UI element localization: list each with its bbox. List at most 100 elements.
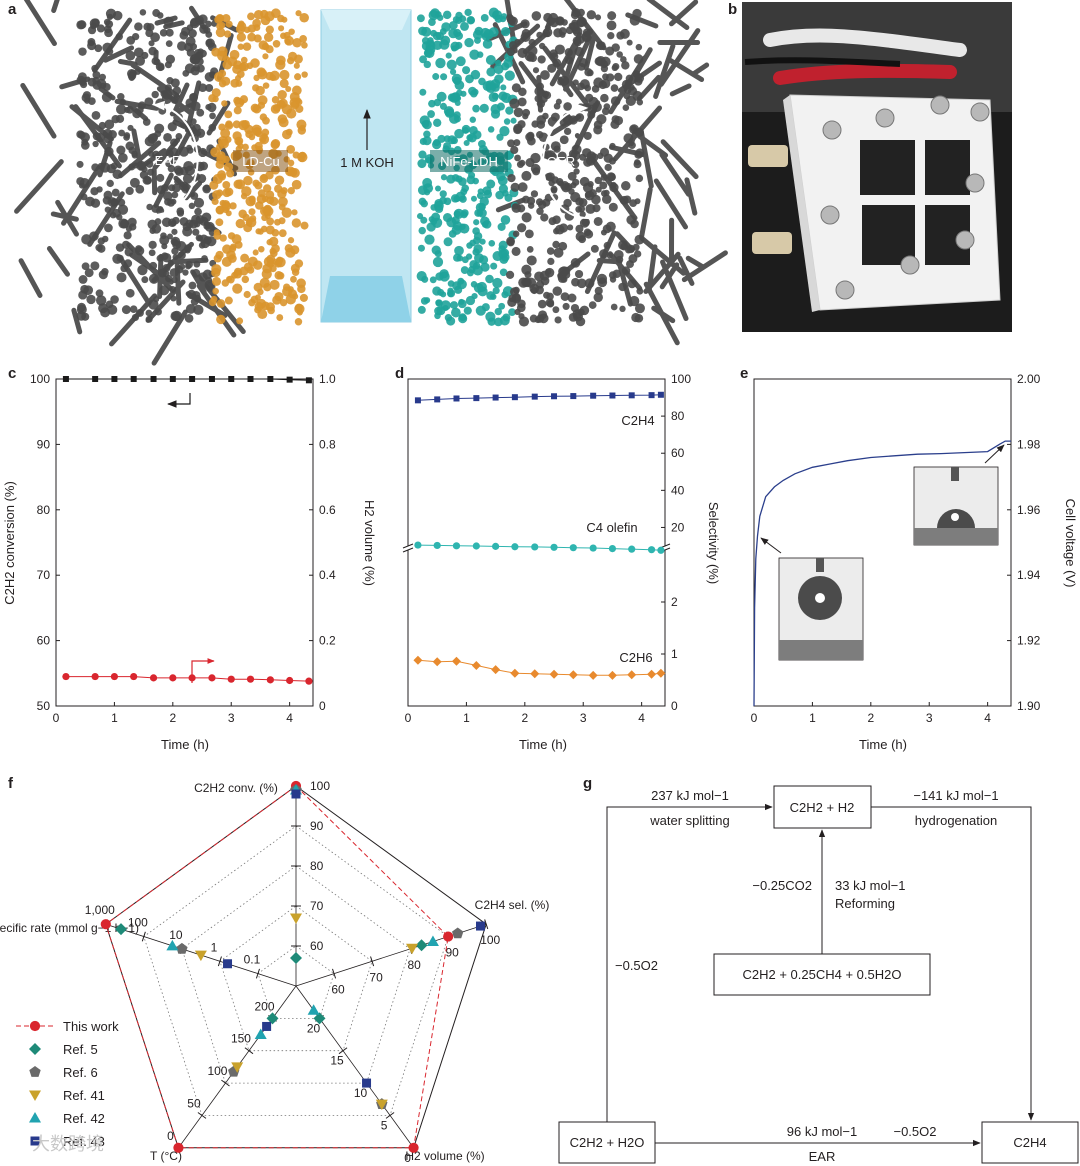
particle — [439, 271, 450, 282]
particle — [610, 96, 621, 106]
particle — [275, 257, 286, 268]
particle — [84, 268, 94, 278]
electrolyte-block — [320, 9, 412, 323]
particle — [499, 268, 508, 277]
particle — [614, 72, 623, 82]
particle — [173, 93, 180, 100]
particle — [507, 139, 515, 148]
carbon-fiber — [183, 180, 203, 201]
particle — [212, 190, 222, 200]
particle — [472, 104, 480, 113]
y-tick-label: 1.94 — [1017, 568, 1041, 582]
particle — [164, 198, 172, 206]
particle — [564, 48, 573, 57]
particle — [204, 279, 215, 290]
legend-marker — [29, 1090, 41, 1101]
particle — [511, 246, 521, 256]
particle — [510, 145, 519, 155]
particle — [600, 56, 611, 67]
particle — [473, 262, 481, 270]
particle — [443, 237, 453, 247]
particle — [185, 260, 193, 269]
particle — [587, 110, 596, 119]
particle — [529, 283, 540, 294]
particle — [134, 22, 143, 31]
particle — [548, 179, 555, 187]
particle — [499, 126, 510, 137]
data-point — [511, 394, 518, 401]
particle — [216, 299, 226, 308]
particle — [86, 294, 96, 305]
panel-c-label: c — [8, 365, 16, 382]
particle — [419, 55, 428, 64]
particle — [197, 235, 204, 242]
particle — [235, 24, 246, 34]
x-tick-label: 0 — [751, 711, 758, 725]
particle — [620, 242, 629, 251]
particle — [505, 270, 515, 279]
particle — [494, 14, 503, 23]
electrolyte-top-face — [321, 10, 411, 30]
particle — [588, 96, 599, 107]
particle — [439, 28, 447, 35]
ldh-label-bg — [430, 150, 508, 172]
particle — [80, 193, 88, 201]
particle — [611, 115, 620, 124]
data-point — [247, 376, 254, 382]
x-tick-label: 4 — [638, 711, 645, 725]
particle — [92, 132, 101, 141]
particle — [278, 229, 287, 238]
panel-e-xlabel: Time (h) — [859, 737, 907, 752]
panel-d-ylabel: Selectivity (%) — [706, 502, 721, 584]
particle — [188, 202, 196, 210]
particle — [500, 215, 511, 225]
voltage-line — [753, 440, 1011, 707]
particle — [301, 71, 308, 78]
particle — [424, 234, 435, 245]
particle — [465, 74, 474, 84]
particle — [190, 118, 197, 125]
particle — [299, 293, 308, 302]
particle — [457, 277, 465, 285]
particle — [197, 173, 207, 184]
particle — [169, 285, 177, 293]
data-point — [648, 392, 655, 399]
legend-label: Ref. 41 — [63, 1088, 105, 1103]
particle — [156, 12, 164, 19]
particle — [511, 83, 521, 93]
particle — [270, 104, 281, 114]
particle — [476, 281, 487, 292]
radar-tick-label: 0 — [167, 1129, 174, 1143]
particle — [621, 266, 631, 275]
particle — [508, 308, 516, 316]
radar-tick — [370, 956, 375, 967]
data-point — [433, 541, 441, 550]
particle — [605, 221, 616, 232]
particle — [186, 24, 194, 31]
particle — [262, 82, 270, 89]
y-tick-label: 1.92 — [1017, 634, 1041, 648]
particle — [488, 240, 496, 247]
particle — [292, 293, 299, 300]
carbon-fiber — [646, 0, 690, 31]
particle — [543, 291, 551, 299]
particle — [85, 196, 95, 207]
particle — [534, 86, 544, 96]
radar-tick-label: 90 — [445, 946, 459, 960]
particle — [439, 102, 447, 110]
particle — [129, 305, 138, 314]
particle — [514, 308, 521, 316]
particle — [553, 247, 564, 258]
particle — [543, 91, 552, 100]
radar-tick-label: 100 — [480, 933, 500, 947]
y-tick-label: 2 — [671, 595, 678, 609]
particle — [154, 308, 162, 316]
particle — [504, 70, 515, 81]
particle — [109, 212, 117, 219]
particle — [225, 20, 233, 28]
particle — [563, 127, 572, 136]
radar-point — [290, 913, 302, 924]
particle — [605, 46, 615, 56]
particle — [133, 47, 144, 58]
bolt — [900, 255, 920, 275]
